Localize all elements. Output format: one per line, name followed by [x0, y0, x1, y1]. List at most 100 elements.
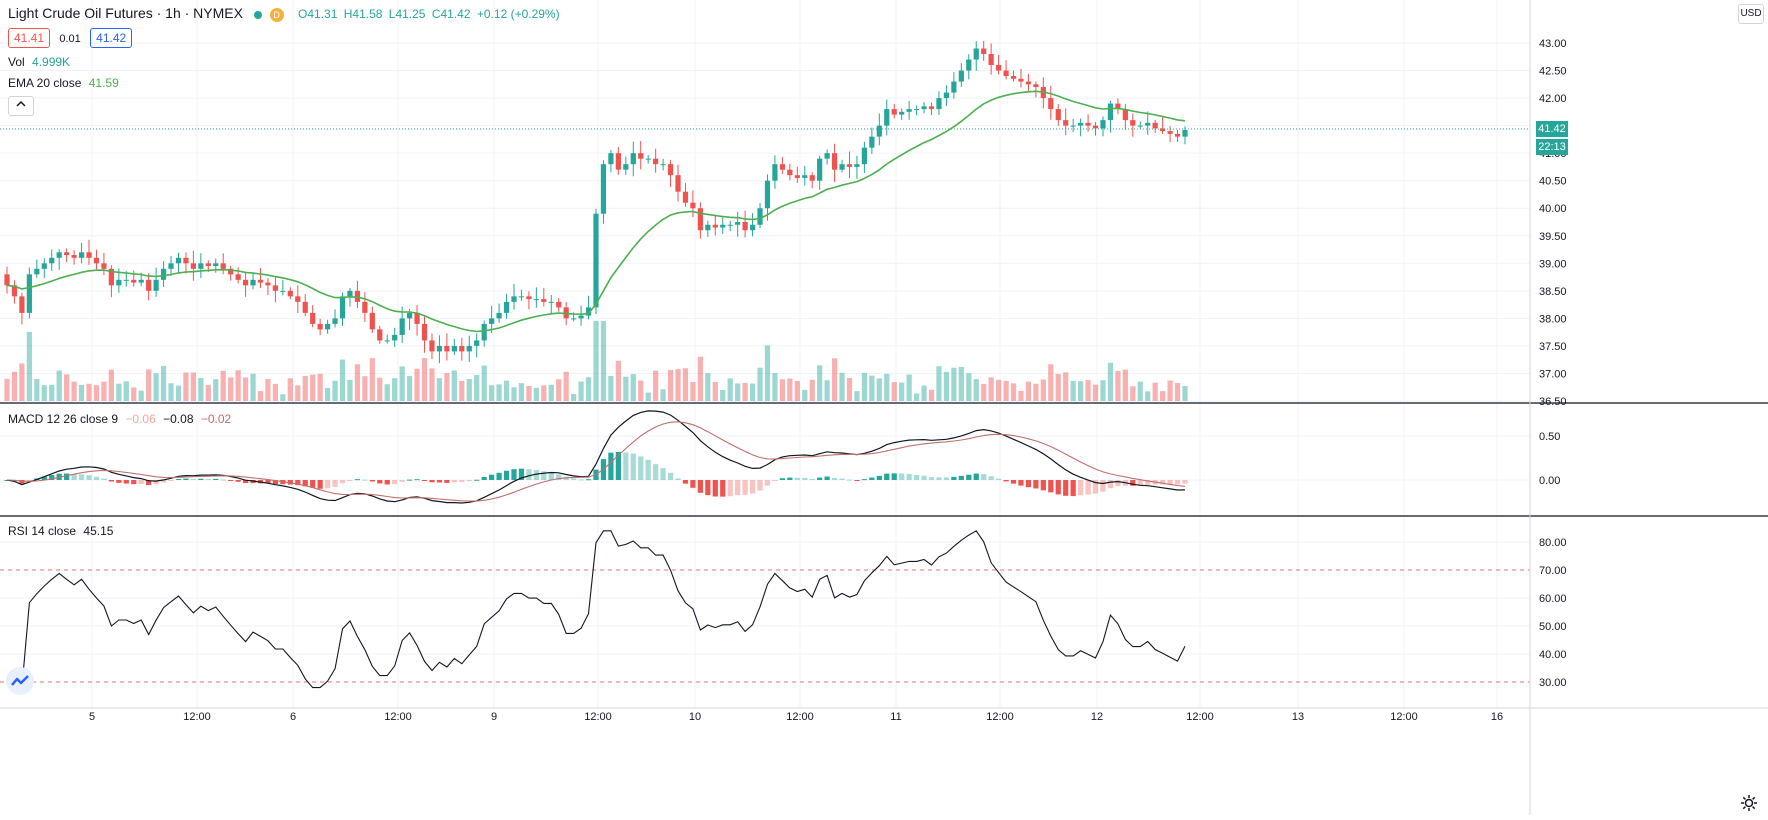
candle-body — [108, 268, 114, 286]
bid-price-button[interactable]: 41.41 — [8, 28, 51, 48]
candle-body — [1152, 122, 1158, 129]
macd-histogram-bar — [861, 479, 868, 481]
volume-bar — [108, 369, 114, 401]
candle-body — [906, 109, 912, 112]
volume-bar — [735, 383, 741, 401]
volume-bar — [742, 382, 748, 401]
candle-body — [585, 307, 592, 316]
time-axis[interactable]: 5 12:00 6 12:00 9 12:00 10 12:00 11 12:00 12 12:00 1… — [89, 711, 1503, 723]
macd-histogram-bar — [78, 474, 85, 480]
volume-bar — [884, 373, 890, 401]
price-tick-label: 40.00 — [1539, 203, 1567, 215]
volume-bar — [310, 374, 316, 401]
macd-histogram-bar — [183, 478, 189, 480]
macd-histogram-bar — [533, 469, 539, 480]
candle-body — [257, 279, 264, 283]
volume-bar — [861, 372, 868, 401]
macd-axis[interactable]: 0.50 0.00 — [1539, 431, 1560, 487]
time-tick-label: 11 — [890, 711, 901, 723]
macd-histogram-bar — [160, 480, 167, 483]
candle-body — [1010, 76, 1017, 79]
live-status-icon — [254, 10, 263, 19]
macd-histogram-bar — [988, 476, 994, 480]
volume-bar — [183, 372, 189, 401]
volume-legend[interactable]: Vol 4.999K — [8, 55, 70, 69]
ask-price-button[interactable]: 41.42 — [90, 28, 133, 48]
macd-histogram-bar — [1115, 480, 1121, 487]
rsi-legend[interactable]: RSI 14 close 45.15 — [8, 524, 113, 538]
settings-button[interactable] — [1737, 791, 1761, 815]
candle-body — [503, 301, 510, 313]
macd-histogram-bar — [608, 452, 614, 480]
macd-histogram-bar — [772, 480, 778, 481]
macd-histogram-bar — [496, 472, 502, 480]
tradingview-logo-icon[interactable] — [6, 667, 34, 695]
rsi-tick-label: 70.00 — [1539, 565, 1567, 577]
volume-bar — [995, 379, 1002, 401]
macd-histogram-bar — [93, 476, 100, 480]
volume-bar — [958, 366, 964, 401]
volume-bar — [1018, 390, 1024, 401]
volume-bar — [511, 387, 517, 401]
price-axis[interactable]: 43.0042.5042.0041.5041.0040.5040.0039.50… — [1539, 38, 1567, 408]
volume-bar — [1174, 382, 1181, 401]
macd-histogram-bar — [436, 480, 443, 483]
volume-bar — [1033, 383, 1039, 401]
candle-body — [943, 92, 950, 99]
price-tick-label: 37.00 — [1539, 368, 1567, 380]
macd-histogram-bar — [563, 476, 569, 480]
macd-histogram-bar — [653, 464, 659, 480]
candle-body — [496, 312, 502, 319]
volume-bar — [921, 385, 927, 401]
macd-histogram-bar — [459, 480, 465, 483]
macd-histogram-bar — [690, 480, 696, 488]
volume-bar — [220, 370, 226, 401]
candle-body — [250, 279, 256, 286]
candle-body — [1078, 122, 1084, 126]
volume-bar — [653, 370, 659, 401]
macd-histogram-bar — [1025, 480, 1032, 488]
currency-button[interactable]: USD — [1738, 4, 1764, 24]
volume-bar — [749, 383, 756, 401]
candle-body — [354, 290, 361, 302]
volume-bar — [1092, 384, 1099, 401]
candle-body — [190, 263, 197, 269]
volume-bar — [1070, 380, 1076, 401]
volume-bar — [78, 384, 85, 401]
macd-tick-label: 0.00 — [1539, 475, 1560, 487]
price-tick-label: 42.00 — [1539, 93, 1567, 105]
time-tick-label: 12:00 — [384, 711, 412, 723]
macd-histogram-bar — [817, 477, 823, 480]
candle-body — [272, 285, 279, 291]
candle-body — [1048, 98, 1054, 110]
price-tick-label: 43.00 — [1539, 38, 1567, 50]
open-value: O41.31 — [298, 7, 338, 21]
time-tick-label: 5 — [89, 711, 95, 723]
volume-bar — [541, 385, 547, 401]
volume-bar — [772, 373, 778, 401]
delayed-badge[interactable]: D — [269, 7, 284, 22]
candle-body — [1174, 133, 1181, 137]
time-tick-label: 12:00 — [183, 711, 211, 723]
macd-histogram-bar — [466, 480, 472, 482]
candle-body — [958, 70, 964, 82]
macd-histogram-bar — [444, 480, 450, 483]
volume-bar — [4, 378, 10, 401]
macd-legend[interactable]: MACD 12 26 close 9 −0.06 −0.08 −0.02 — [8, 412, 231, 426]
volume-bar — [228, 377, 234, 401]
candle-body — [936, 98, 942, 110]
collapse-legend-button[interactable] — [8, 96, 34, 116]
volume-bar — [764, 345, 771, 401]
candle-body — [1070, 125, 1076, 127]
macd-signal-value: −0.02 — [200, 412, 232, 426]
symbol-title[interactable]: Light Crude Oil Futures · 1h · NYMEX — [8, 5, 243, 21]
ema-legend[interactable]: EMA 20 close 41.59 — [8, 76, 119, 90]
main-legend: Light Crude Oil Futures · 1h · NYMEX D O… — [8, 5, 560, 22]
rsi-axis[interactable]: 80.00 70.00 60.00 50.00 40.00 30.00 — [1539, 537, 1567, 689]
volume-bar — [675, 369, 681, 401]
macd-histogram-bar — [399, 480, 405, 482]
volume-bar — [608, 375, 614, 401]
macd-histogram-bar — [742, 480, 748, 495]
macd-histogram-bar — [943, 477, 950, 480]
